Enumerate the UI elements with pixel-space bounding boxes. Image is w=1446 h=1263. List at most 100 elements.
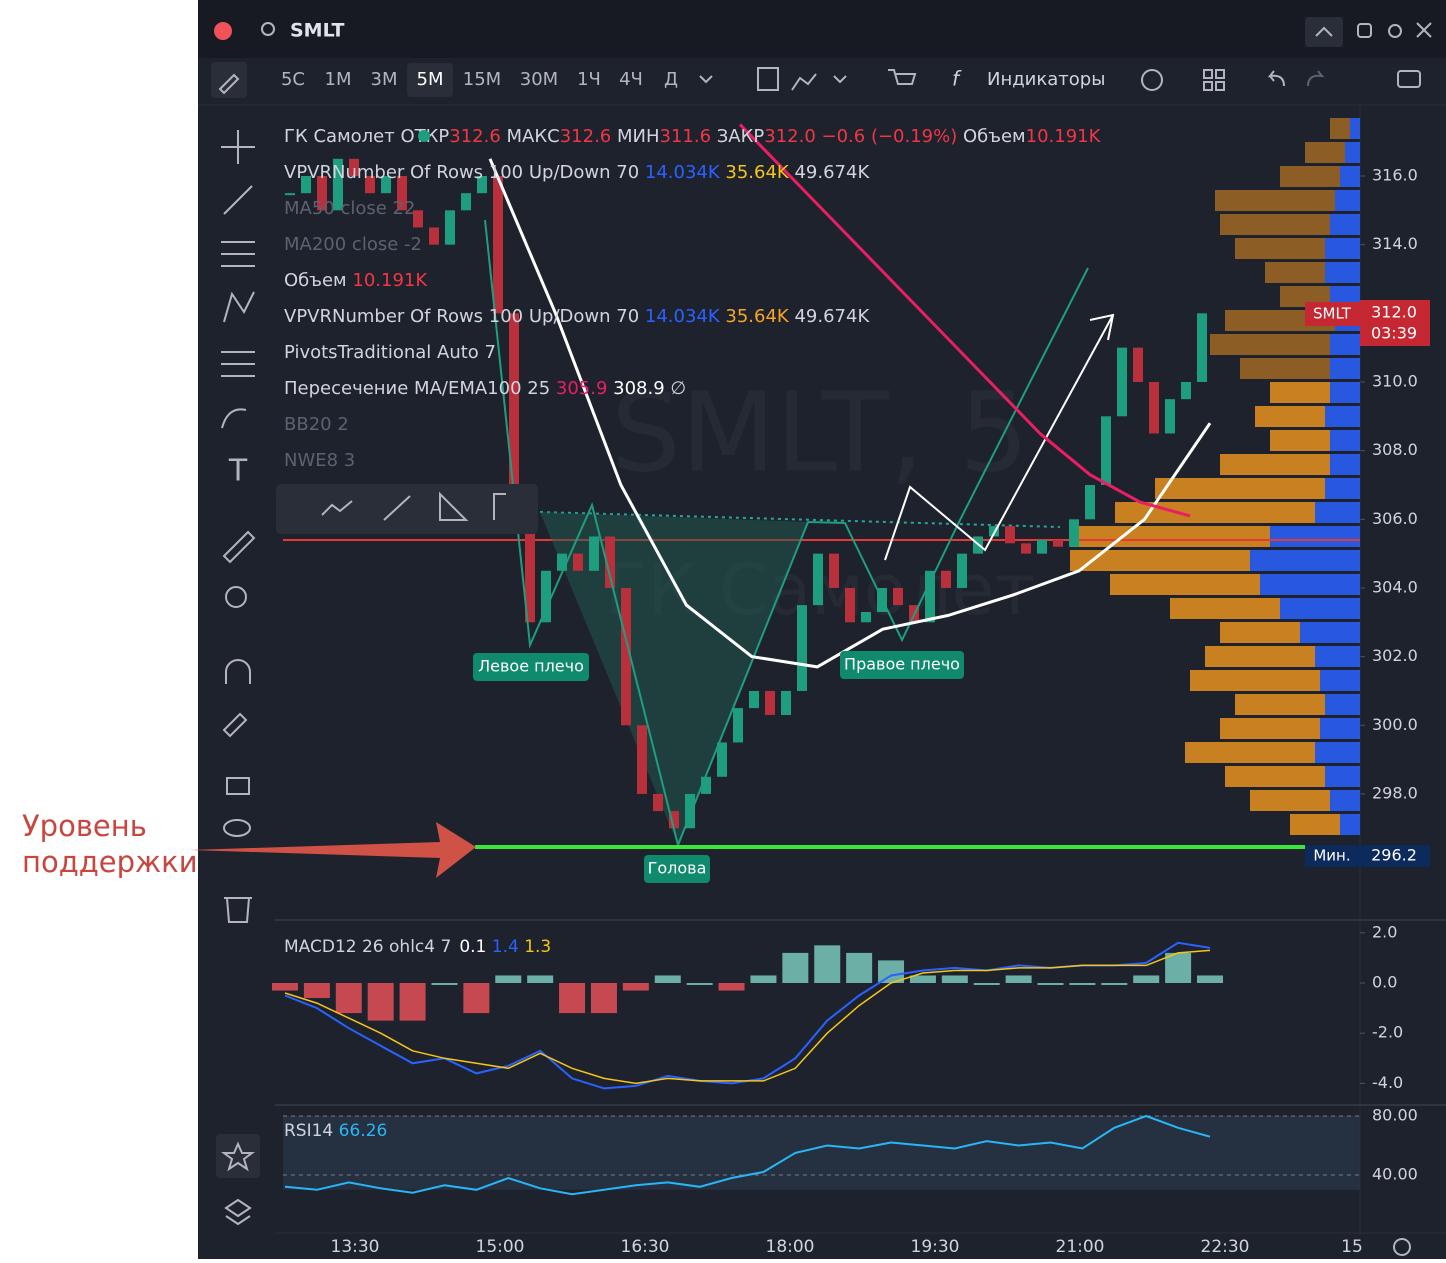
legend-text: MA50 close 22 <box>284 198 415 219</box>
vp-down <box>1255 406 1325 427</box>
layout-btn[interactable] <box>1203 69 1225 91</box>
timeframe[interactable]: 5С <box>281 69 305 90</box>
undo[interactable] <box>1267 70 1285 87</box>
legend-text: 312.6 <box>560 126 612 147</box>
trash[interactable] <box>224 897 252 923</box>
legend-text: 312.6 <box>449 126 501 147</box>
search-icon[interactable] <box>261 22 275 36</box>
symbol[interactable]: SMLT <box>290 20 345 42</box>
candle <box>525 519 535 623</box>
camera[interactable] <box>1397 70 1421 88</box>
legend-text: 14.034K <box>645 306 721 327</box>
vp-down <box>1235 238 1325 259</box>
vp-up <box>1315 646 1360 667</box>
indicators[interactable]: Индикаторы <box>987 69 1105 90</box>
left-tools: T <box>216 130 260 1226</box>
candle <box>1069 519 1079 547</box>
macd-hist <box>622 983 649 991</box>
legend-row: BB20 2 <box>284 414 349 435</box>
timeframe[interactable]: 1М <box>325 69 352 90</box>
timeframe[interactable]: 1Ч <box>577 69 601 90</box>
macd-label: MACD12 26 ohlc4 7 <box>284 937 451 957</box>
vp-up <box>1250 550 1360 571</box>
legend-text: Пересечение MA/EMA100 25 <box>284 378 556 399</box>
timeframe[interactable]: 4Ч <box>619 69 643 90</box>
vp-up <box>1325 238 1360 259</box>
brush-tool[interactable] <box>221 408 247 429</box>
candle <box>1101 416 1111 485</box>
badge-bg <box>1305 302 1360 326</box>
line-tool[interactable] <box>223 185 253 215</box>
vp-down <box>1305 142 1345 163</box>
candle <box>1165 399 1175 434</box>
timeframe[interactable]: 5М <box>417 69 444 90</box>
candle <box>493 176 503 314</box>
vp-up <box>1345 142 1360 163</box>
eye[interactable] <box>223 819 251 837</box>
vp-up <box>1330 334 1360 355</box>
layers[interactable] <box>224 1198 252 1226</box>
vp-down <box>1070 526 1270 547</box>
float-icon <box>321 500 353 516</box>
float-icon <box>439 491 469 521</box>
lock[interactable] <box>226 777 250 795</box>
vp-down <box>1115 502 1315 523</box>
legend-text: 10.191K <box>352 270 428 291</box>
legend-text: 10.191K <box>1026 126 1102 147</box>
note-line: поддержки <box>22 845 198 879</box>
macd-hist <box>1101 983 1128 985</box>
active-tf <box>407 63 453 97</box>
close-btn[interactable] <box>1416 22 1432 38</box>
vp-down <box>1110 574 1260 595</box>
y-tick-label: -4.0 <box>1372 1073 1403 1092</box>
vp-up <box>1330 430 1360 451</box>
legend-text: 49.674K <box>789 306 871 327</box>
ruler[interactable] <box>222 530 256 564</box>
legend-row: MA50 close 22 <box>284 198 415 219</box>
cross-tool[interactable] <box>221 130 255 164</box>
macd-hist <box>495 975 522 983</box>
pattern-tool[interactable] <box>223 291 255 323</box>
timeframe[interactable]: 15М <box>463 69 501 90</box>
annotation-bg <box>644 855 710 883</box>
lock-draw[interactable] <box>222 712 248 738</box>
settings-btn[interactable] <box>1388 24 1402 38</box>
fib-tool[interactable] <box>221 241 255 267</box>
badge-timer: 03:39 <box>1371 324 1417 343</box>
area-type[interactable] <box>791 73 817 91</box>
close-dot[interactable] <box>214 22 232 40</box>
add-btn[interactable] <box>1141 69 1163 91</box>
text-tool[interactable]: T <box>228 454 248 489</box>
rsi-value: 66.26 <box>339 1121 388 1141</box>
timeframe[interactable]: 30М <box>520 69 558 90</box>
candle <box>685 793 695 829</box>
magnet[interactable] <box>225 659 251 684</box>
candle <box>717 742 727 777</box>
window-btn[interactable] <box>1357 23 1372 38</box>
prediction-tool[interactable] <box>221 351 255 377</box>
legend-text: 311.6 <box>660 126 712 147</box>
macd-hist <box>335 983 362 1014</box>
candle <box>941 570 951 588</box>
chevrons <box>699 75 847 84</box>
candle-type[interactable] <box>757 67 779 91</box>
vp-up <box>1300 622 1360 643</box>
favorites[interactable] <box>221 1141 255 1172</box>
vp-up <box>1350 118 1360 139</box>
badge-symbol: SMLT <box>1313 305 1352 323</box>
ma-white <box>488 158 1212 669</box>
timeframe[interactable]: 3М <box>371 69 398 90</box>
timeframe[interactable]: Д <box>664 69 678 90</box>
legend-text: ГК Самолет <box>284 126 395 147</box>
cart[interactable] <box>888 69 917 85</box>
candle <box>637 725 647 794</box>
legend-row: ГК Самолет ОТКР312.6 МАКС312.6 МИН311.6 … <box>284 126 1102 147</box>
macd-hist <box>718 983 745 991</box>
watermark: SMLT, 5 <box>611 368 1029 496</box>
vp-down <box>1270 382 1330 403</box>
collapse-btn[interactable] <box>1305 17 1343 47</box>
zoom[interactable] <box>225 586 247 608</box>
vp-down <box>1240 358 1330 379</box>
redo[interactable] <box>1307 70 1325 87</box>
top-bar <box>198 0 1446 58</box>
